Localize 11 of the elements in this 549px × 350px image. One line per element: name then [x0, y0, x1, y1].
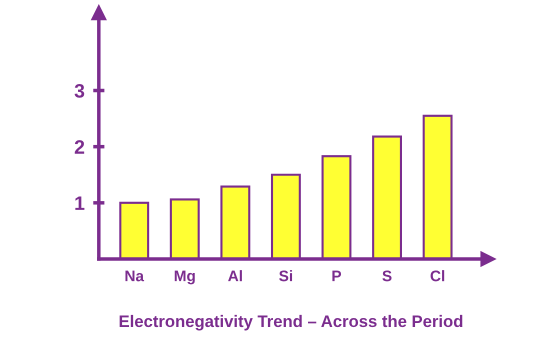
x-tick-label: S [382, 270, 392, 282]
x-tick-label: Mg [174, 270, 195, 284]
x-tick-label: Al [228, 270, 242, 282]
x-tick-label: Cl [430, 270, 444, 282]
y-tick-label: 1 [75, 196, 84, 210]
y-tick-label: 2 [74, 140, 84, 154]
x-axis-title: Electronegativity Trend – Across the Period [120, 314, 462, 331]
x-tick-label: Si [279, 270, 292, 282]
x-tick-label: P [332, 270, 342, 282]
x-tick-label: Na [125, 270, 144, 282]
y-tick-label: 3 [74, 84, 84, 98]
